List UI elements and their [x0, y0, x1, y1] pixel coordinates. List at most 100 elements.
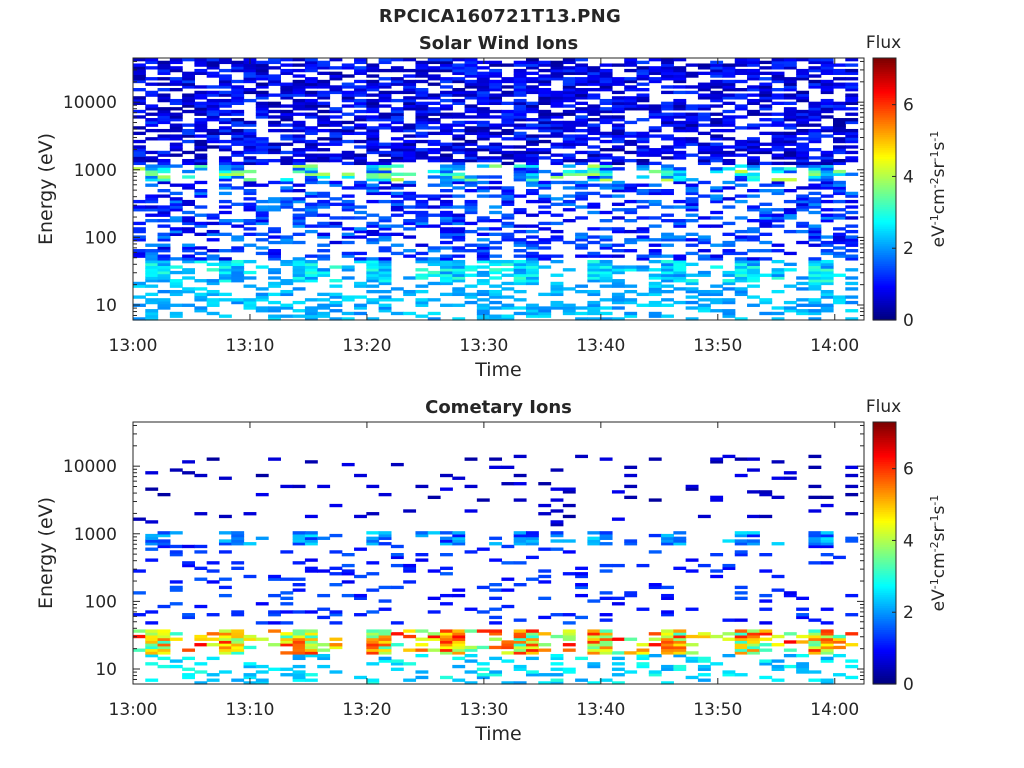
colorbar-segment [873, 221, 896, 225]
heatmap-cell [354, 186, 367, 190]
heatmap-cell [599, 243, 613, 247]
heatmap-cell [378, 126, 392, 130]
heatmap-cell [513, 629, 527, 633]
heatmap-cell [673, 142, 687, 146]
heatmap-cell [464, 249, 478, 253]
heatmap-cell [550, 498, 564, 502]
heatmap-cell [710, 74, 724, 78]
heatmap-cell [648, 183, 662, 187]
heatmap-cell [304, 68, 318, 73]
heatmap-cell [845, 191, 859, 196]
heatmap-cell [157, 77, 171, 81]
heatmap-cell [501, 197, 515, 201]
heatmap-cell [661, 189, 674, 193]
heatmap-cell [599, 298, 613, 302]
heatmap-cell [304, 208, 318, 212]
heatmap-cell [820, 79, 834, 84]
heatmap-cell [280, 58, 294, 62]
heatmap-cell [169, 101, 183, 105]
heatmap-cell [145, 167, 159, 171]
heatmap-cell [268, 142, 281, 146]
heatmap-cell [427, 298, 441, 302]
heatmap-cell [845, 96, 859, 100]
heatmap-cell [169, 289, 183, 294]
colorbar-segment [873, 644, 896, 648]
heatmap-cell [206, 678, 220, 682]
heatmap-cell [218, 542, 232, 546]
colorbar-tick-label: 6 [903, 460, 914, 480]
colorbar-segment [873, 298, 896, 301]
heatmap-cell [157, 289, 171, 294]
colorbar-segment [873, 119, 896, 122]
heatmap-cell [145, 634, 159, 639]
heatmap-cell [587, 82, 601, 86]
heatmap-cell [206, 137, 220, 141]
heatmap-cell [341, 66, 355, 70]
heatmap-cell [734, 637, 748, 641]
heatmap-cell [513, 281, 527, 286]
heatmap-cell [145, 298, 159, 302]
heatmap-cell [734, 172, 748, 176]
colorbar-segment [873, 649, 896, 652]
heatmap-cell [808, 259, 822, 264]
heatmap-cell [354, 235, 367, 239]
heatmap-cell [587, 539, 601, 543]
heatmap-cell [268, 197, 281, 201]
heatmap-cell [550, 90, 564, 95]
heatmap-cell [317, 664, 331, 669]
heatmap-cell [550, 158, 564, 163]
heatmap-cell [157, 66, 171, 70]
heatmap-cell [673, 270, 687, 275]
heatmap-cell [415, 221, 429, 226]
heatmap-cell [808, 300, 822, 305]
heatmap-cell [304, 265, 318, 269]
heatmap-cell [820, 503, 834, 508]
heatmap-cell [587, 150, 601, 155]
heatmap-cell [747, 156, 760, 160]
heatmap-cell [538, 74, 552, 78]
heatmap-cell [218, 60, 232, 65]
heatmap-cell [796, 309, 810, 313]
heatmap-cell [157, 235, 171, 239]
heatmap-cell [476, 194, 490, 198]
heatmap-cell [157, 205, 171, 209]
heatmap-cell [206, 656, 220, 661]
heatmap-cell [317, 101, 331, 105]
heatmap-cell [808, 134, 822, 138]
heatmap-cell [685, 191, 699, 196]
heatmap-cell [341, 131, 355, 136]
colorbar-segment [873, 175, 896, 179]
heatmap-cell [243, 574, 257, 579]
heatmap-cell [624, 96, 638, 100]
heatmap-cell [710, 96, 724, 100]
heatmap-cell [280, 90, 294, 95]
heatmap-cell [464, 210, 478, 215]
heatmap-cell [182, 673, 195, 677]
colorbar-segment [873, 474, 896, 478]
heatmap-cell [820, 651, 834, 655]
heatmap-cell [575, 71, 588, 75]
heatmap-cell [145, 164, 159, 168]
heatmap-cell [538, 205, 552, 209]
heatmap-cell [304, 205, 318, 209]
heatmap-cell [268, 240, 281, 245]
heatmap-cell [562, 66, 576, 70]
heatmap-cell [538, 615, 552, 620]
heatmap-cell [452, 58, 466, 62]
colorbar-segment [873, 71, 896, 74]
cometary-panel: 13:00 13:10 13:20 13:30 13:40 13:50 14:0010100… [35, 397, 949, 745]
heatmap-cell [648, 216, 662, 220]
heatmap-cell [341, 311, 355, 316]
heatmap-cell [820, 175, 834, 179]
heatmap-cell [133, 148, 146, 152]
heatmap-cell [169, 153, 183, 157]
figure-file-title: RPCICA160721T13.PNG [378, 6, 622, 27]
heatmap-cell [378, 118, 392, 122]
heatmap-cell [169, 580, 183, 584]
colorbar-segment [873, 598, 896, 602]
heatmap-cell [427, 107, 441, 111]
heatmap-cell [489, 79, 503, 84]
heatmap-cell [783, 142, 797, 146]
heatmap-cell [304, 673, 318, 677]
heatmap-cell [415, 79, 429, 84]
